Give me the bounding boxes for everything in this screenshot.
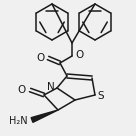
Text: N: N (47, 82, 55, 92)
Polygon shape (31, 110, 58, 122)
Text: S: S (98, 91, 104, 101)
Text: H₂N: H₂N (9, 116, 28, 126)
Text: O: O (18, 85, 26, 95)
Text: O: O (37, 53, 45, 63)
Text: O: O (75, 50, 83, 60)
